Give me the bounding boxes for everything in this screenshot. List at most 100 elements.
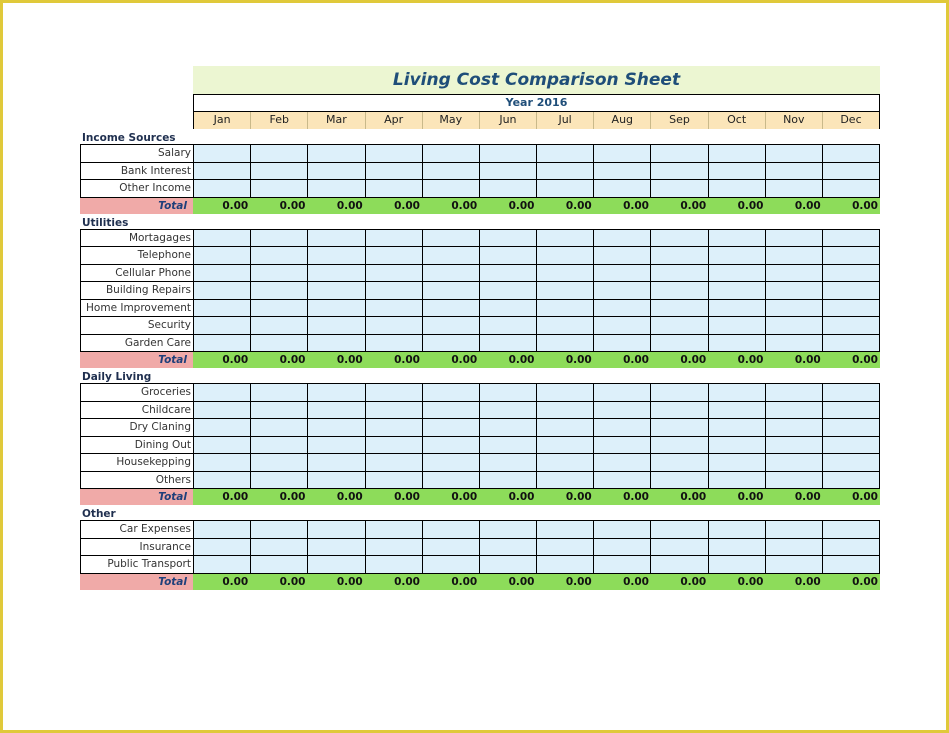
input-cell[interactable] — [365, 162, 423, 179]
input-cell[interactable] — [651, 521, 709, 538]
input-cell[interactable] — [651, 401, 709, 418]
input-cell[interactable] — [251, 264, 309, 281]
input-cell[interactable] — [308, 384, 366, 401]
input-cell[interactable] — [651, 334, 709, 351]
input-cell[interactable] — [822, 471, 881, 488]
input-cell[interactable] — [422, 471, 480, 488]
input-cell[interactable] — [422, 162, 480, 179]
input-cell[interactable] — [708, 145, 766, 162]
input-cell[interactable] — [422, 334, 480, 351]
input-cell[interactable] — [822, 247, 881, 264]
input-cell[interactable] — [765, 317, 823, 334]
input-cell[interactable] — [594, 556, 652, 573]
input-cell[interactable] — [651, 436, 709, 453]
input-cell[interactable] — [479, 454, 538, 471]
input-cell[interactable] — [765, 334, 823, 351]
input-cell[interactable] — [765, 282, 823, 299]
input-cell[interactable] — [194, 282, 252, 299]
input-cell[interactable] — [194, 521, 252, 538]
input-cell[interactable] — [708, 282, 766, 299]
input-cell[interactable] — [765, 401, 823, 418]
input-cell[interactable] — [822, 436, 881, 453]
input-cell[interactable] — [251, 454, 309, 471]
input-cell[interactable] — [708, 317, 766, 334]
input-cell[interactable] — [537, 419, 595, 436]
input-cell[interactable] — [537, 436, 595, 453]
input-cell[interactable] — [594, 521, 652, 538]
input-cell[interactable] — [365, 317, 423, 334]
input-cell[interactable] — [708, 471, 766, 488]
input-cell[interactable] — [422, 145, 480, 162]
input-cell[interactable] — [765, 264, 823, 281]
input-cell[interactable] — [708, 162, 766, 179]
input-cell[interactable] — [422, 521, 480, 538]
input-cell[interactable] — [537, 162, 595, 179]
input-cell[interactable] — [308, 282, 366, 299]
input-cell[interactable] — [651, 162, 709, 179]
input-cell[interactable] — [537, 334, 595, 351]
input-cell[interactable] — [308, 419, 366, 436]
input-cell[interactable] — [594, 247, 652, 264]
input-cell[interactable] — [822, 229, 881, 246]
input-cell[interactable] — [822, 334, 881, 351]
input-cell[interactable] — [422, 229, 480, 246]
input-cell[interactable] — [651, 419, 709, 436]
input-cell[interactable] — [422, 401, 480, 418]
input-cell[interactable] — [651, 317, 709, 334]
input-cell[interactable] — [822, 419, 881, 436]
input-cell[interactable] — [194, 264, 252, 281]
input-cell[interactable] — [194, 145, 252, 162]
input-cell[interactable] — [537, 229, 595, 246]
input-cell[interactable] — [251, 282, 309, 299]
input-cell[interactable] — [308, 247, 366, 264]
input-cell[interactable] — [594, 384, 652, 401]
input-cell[interactable] — [308, 401, 366, 418]
input-cell[interactable] — [365, 401, 423, 418]
input-cell[interactable] — [479, 436, 538, 453]
input-cell[interactable] — [479, 180, 538, 197]
input-cell[interactable] — [537, 145, 595, 162]
input-cell[interactable] — [479, 299, 538, 316]
input-cell[interactable] — [537, 384, 595, 401]
input-cell[interactable] — [822, 162, 881, 179]
input-cell[interactable] — [194, 401, 252, 418]
input-cell[interactable] — [822, 538, 881, 555]
input-cell[interactable] — [194, 384, 252, 401]
input-cell[interactable] — [422, 419, 480, 436]
input-cell[interactable] — [422, 180, 480, 197]
input-cell[interactable] — [708, 538, 766, 555]
input-cell[interactable] — [308, 436, 366, 453]
input-cell[interactable] — [479, 264, 538, 281]
input-cell[interactable] — [822, 454, 881, 471]
input-cell[interactable] — [651, 264, 709, 281]
input-cell[interactable] — [594, 282, 652, 299]
input-cell[interactable] — [594, 401, 652, 418]
input-cell[interactable] — [251, 317, 309, 334]
input-cell[interactable] — [822, 521, 881, 538]
input-cell[interactable] — [479, 419, 538, 436]
input-cell[interactable] — [479, 334, 538, 351]
input-cell[interactable] — [251, 436, 309, 453]
input-cell[interactable] — [765, 556, 823, 573]
input-cell[interactable] — [365, 145, 423, 162]
input-cell[interactable] — [479, 145, 538, 162]
input-cell[interactable] — [479, 317, 538, 334]
input-cell[interactable] — [422, 556, 480, 573]
input-cell[interactable] — [251, 521, 309, 538]
input-cell[interactable] — [479, 229, 538, 246]
input-cell[interactable] — [308, 454, 366, 471]
input-cell[interactable] — [822, 282, 881, 299]
input-cell[interactable] — [479, 556, 538, 573]
input-cell[interactable] — [479, 247, 538, 264]
input-cell[interactable] — [365, 471, 423, 488]
input-cell[interactable] — [708, 419, 766, 436]
input-cell[interactable] — [708, 384, 766, 401]
input-cell[interactable] — [822, 180, 881, 197]
input-cell[interactable] — [479, 282, 538, 299]
input-cell[interactable] — [651, 556, 709, 573]
input-cell[interactable] — [708, 229, 766, 246]
input-cell[interactable] — [365, 419, 423, 436]
input-cell[interactable] — [537, 401, 595, 418]
input-cell[interactable] — [422, 436, 480, 453]
input-cell[interactable] — [537, 282, 595, 299]
